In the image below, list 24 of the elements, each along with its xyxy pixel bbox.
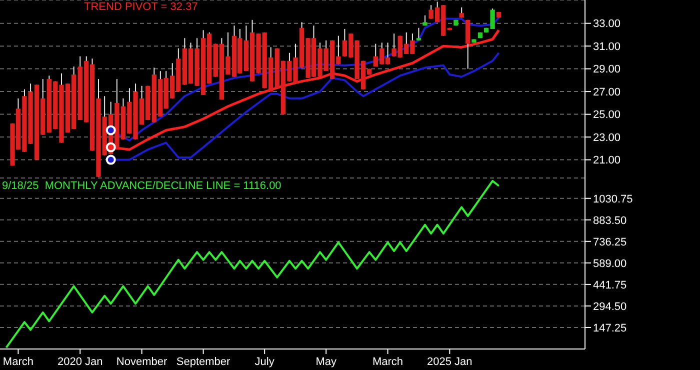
y-tick-label: 883.50 — [593, 214, 627, 227]
y-tick-label: 147.25 — [593, 322, 627, 334]
x-tick-label: March — [2, 356, 34, 368]
x-tick-label: 2025 Jan — [427, 356, 472, 368]
y-tick-label: 736.25 — [593, 236, 627, 248]
x-tick-label: September — [176, 356, 231, 368]
y-tick-label: 25.00 — [593, 109, 621, 122]
y-tick-label: 294.50 — [593, 300, 627, 313]
y-tick-label: 27.00 — [593, 86, 621, 98]
chart-title: 9/18/25 MONTHLY ADVANCE/DECLINE LINE = 1116.00 — [2, 180, 282, 192]
y-tick-label: 21.00 — [593, 154, 621, 167]
x-tick-label: July — [254, 356, 275, 368]
x-tick-label: March — [372, 356, 404, 368]
y-tick-label: 1030.75 — [593, 193, 633, 206]
y-tick-label: 441.75 — [593, 279, 627, 292]
y-tick-label: 33.00 — [593, 18, 621, 30]
x-tick-label: November — [116, 356, 168, 368]
x-tick-label: 2020 Jan — [57, 356, 103, 368]
y-tick-label: 589.00 — [593, 258, 627, 270]
y-tick-label: 31.00 — [593, 40, 621, 53]
x-tick-label: May — [316, 356, 337, 368]
y-tick-label: 23.00 — [593, 132, 621, 144]
y-tick-label: 29.00 — [593, 64, 621, 76]
chart-title: TREND PIVOT = 32.37 — [84, 1, 198, 13]
